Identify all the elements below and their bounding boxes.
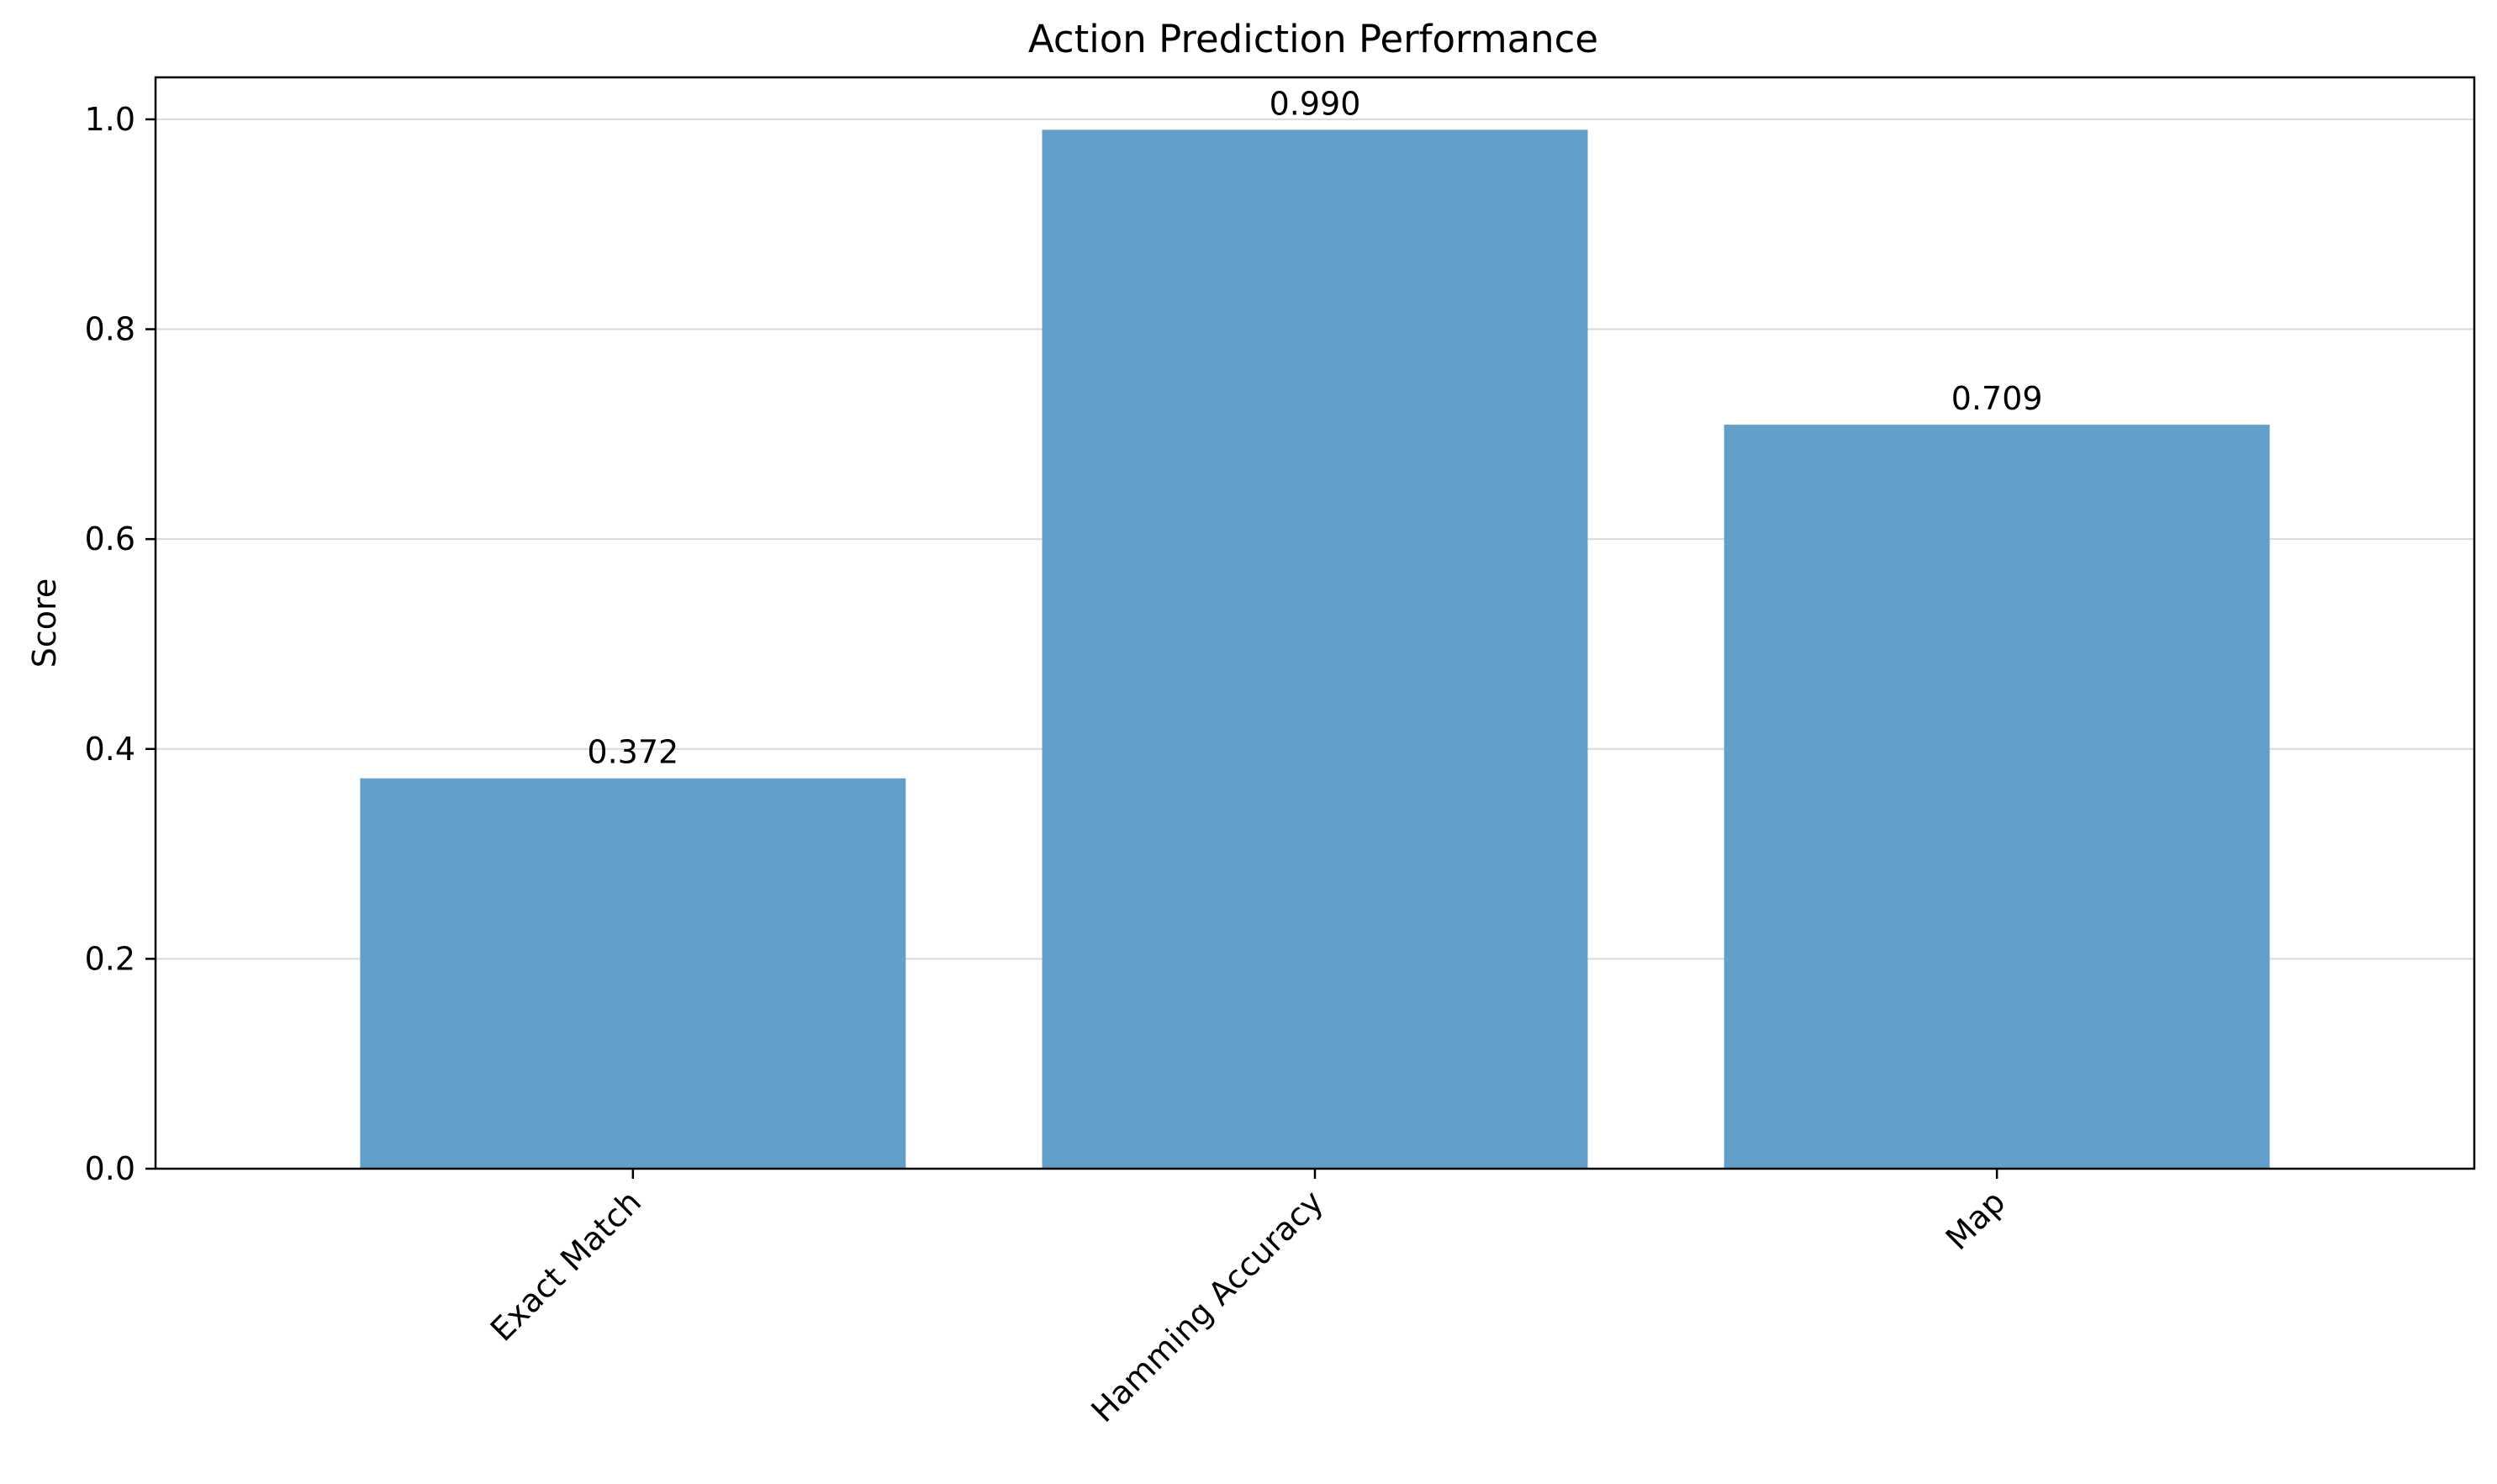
- y-tick-label: 0.8: [85, 311, 135, 348]
- y-tick-label: 1.0: [85, 101, 135, 138]
- bar-value-labels: 0.372 0.990 0.709: [587, 85, 2042, 770]
- bar-value-label: 0.990: [1270, 85, 1361, 122]
- y-tick-label: 0.2: [85, 940, 135, 977]
- bar: [360, 778, 906, 1169]
- chart-title: Action Prediction Performance: [1028, 17, 1598, 61]
- bar: [1042, 129, 1588, 1170]
- bar: [1724, 425, 2270, 1169]
- y-tick-label: 0.6: [85, 520, 135, 557]
- y-tick-label: 0.0: [85, 1150, 135, 1187]
- y-axis-label: Score: [26, 578, 63, 668]
- y-tick-label: 0.4: [85, 731, 135, 768]
- bars: [360, 129, 2270, 1170]
- y-axis: 0.0 0.2 0.4 0.6 0.8 1.0: [85, 101, 156, 1187]
- bar-value-label: 0.372: [587, 734, 678, 771]
- bar-value-label: 0.709: [1951, 380, 2043, 417]
